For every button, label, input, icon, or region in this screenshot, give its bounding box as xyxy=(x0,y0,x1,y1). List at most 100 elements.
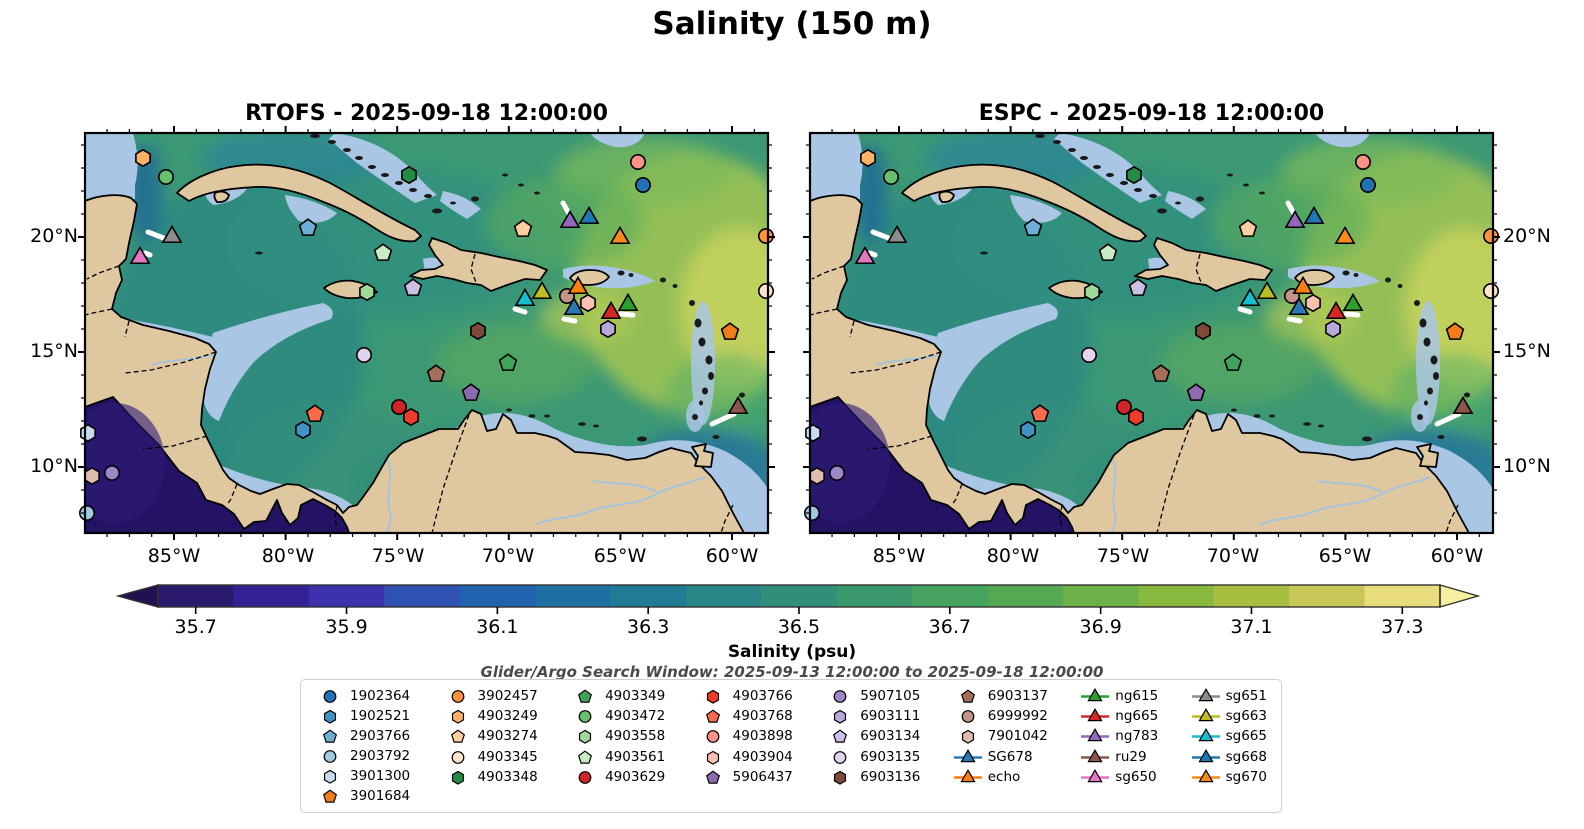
glider-tracks xyxy=(142,200,737,427)
marker-4903349 xyxy=(498,353,518,371)
marker-3901300 xyxy=(80,423,96,443)
colorbar-tick: 36.3 xyxy=(627,616,670,638)
colorbar-tick: 36.7 xyxy=(928,616,971,638)
marker-sg663 xyxy=(1256,280,1278,300)
legend-entry-label: SG678 xyxy=(987,748,1033,765)
legend-entry-label: sg670 xyxy=(1225,768,1267,785)
legend-entry-6903136: 6903136 xyxy=(825,767,920,787)
legend-entry-sg665: sg665 xyxy=(1191,726,1267,746)
map-frame xyxy=(83,131,770,535)
lat-tick-label: 10°N xyxy=(30,455,78,477)
marker-5906437 xyxy=(1186,383,1206,401)
legend-entry-label: 4903558 xyxy=(605,728,666,745)
marker-SG678 xyxy=(563,296,585,316)
marker-4903472 xyxy=(883,168,900,185)
legend-entry-4903904: 4903904 xyxy=(698,747,793,767)
glider-tracks xyxy=(867,200,1462,427)
legend-entry-label: 4903345 xyxy=(477,748,538,765)
legend-entry-4903766: 4903766 xyxy=(698,686,793,706)
legend-entry-label: 4903349 xyxy=(605,688,666,705)
legend-entry-4903249: 4903249 xyxy=(443,706,538,726)
legend-entry-label: 4903768 xyxy=(732,708,793,725)
glider-marker-icon xyxy=(1081,768,1110,783)
legend-entry-3902457: 3902457 xyxy=(443,686,538,706)
legend-entry-label: 2903792 xyxy=(350,748,411,764)
legend-column: 3902457 4903249 4903274 4903345 4903348 xyxy=(443,686,538,806)
legend-entry-label: 5906437 xyxy=(732,768,793,785)
marker-4903472 xyxy=(158,168,175,185)
lon-tick-label: 70°W xyxy=(1206,545,1260,567)
colorbar-tick: 36.5 xyxy=(777,616,821,638)
legend-entry-SG678: SG678 xyxy=(953,747,1048,767)
marker-6903135 xyxy=(1080,347,1097,364)
argo-marker-icon xyxy=(706,689,719,704)
legend-entry-7901042: 7901042 xyxy=(953,726,1048,746)
glider-marker-icon xyxy=(1081,748,1110,762)
search-window-subtitle: Glider/Argo Search Window: 2025-09-13 12… xyxy=(480,663,1104,681)
colorbar-tick: 35.9 xyxy=(325,616,368,638)
legend-entry-4903348: 4903348 xyxy=(443,767,538,787)
legend-entry-ng783: ng783 xyxy=(1080,726,1158,746)
legend-entry-1902521: 1902521 xyxy=(315,706,410,726)
marker-2903766 xyxy=(298,218,318,236)
marker-4903561 xyxy=(373,243,393,261)
marker-4903345 xyxy=(757,283,774,300)
legend-entry-4903345: 4903345 xyxy=(443,747,538,767)
lon-tick-label: 80°W xyxy=(261,545,315,567)
argo-marker-icon xyxy=(450,729,465,744)
map-frame xyxy=(808,131,1495,535)
marker-4903274 xyxy=(1238,219,1258,237)
marker-sg665 xyxy=(514,287,536,307)
legend-entry-sg670: sg670 xyxy=(1191,767,1267,787)
marker-7901042 xyxy=(84,466,100,486)
marker-ng615 xyxy=(1342,292,1364,312)
marker-4903349 xyxy=(1223,353,1243,371)
argo-marker-icon xyxy=(578,770,592,784)
marker-5906437 xyxy=(461,383,481,401)
legend-entry-4903898: 4903898 xyxy=(698,726,793,746)
argo-marker-icon xyxy=(705,770,720,784)
marker-4903904 xyxy=(580,293,596,313)
marker-4903629 xyxy=(1115,398,1132,415)
marker-5907105 xyxy=(828,464,845,481)
marker-sg650 xyxy=(854,245,876,265)
marker-sg663 xyxy=(531,280,553,300)
marker-6903134 xyxy=(1128,278,1148,296)
legend-entry-1902364: 1902364 xyxy=(315,686,410,706)
marker-4903768 xyxy=(305,404,325,422)
lon-tick-label: 85°W xyxy=(147,545,201,567)
figure-title: Salinity (150 m) xyxy=(652,6,932,42)
argo-marker-icon xyxy=(833,729,848,744)
argo-marker-icon xyxy=(451,710,464,725)
marker-2903792 xyxy=(79,504,95,521)
marker-ru29 xyxy=(727,395,749,415)
marker-4903904 xyxy=(1305,293,1321,313)
legend-entry-6999992: 6999992 xyxy=(953,706,1048,726)
legend: 1902364 1902521 2903766 2903792 3901300 39016… xyxy=(300,679,1282,813)
legend-entry-ng615: ng615 xyxy=(1080,686,1158,706)
legend-entry-label: 6999992 xyxy=(987,708,1048,725)
colorbar xyxy=(0,582,1584,652)
colorbar-tick: 36.1 xyxy=(476,616,519,638)
marker-4903274 xyxy=(513,219,533,237)
map-panel-espc xyxy=(808,126,1495,535)
legend-entry-label: 3901300 xyxy=(350,768,411,784)
marker-ng783 xyxy=(1284,209,1306,229)
legend-entry-6903135: 6903135 xyxy=(825,747,920,767)
legend-entry-3901300: 3901300 xyxy=(315,766,410,786)
colorbar-tick: 36.9 xyxy=(1079,616,1122,638)
legend-entry-4903349: 4903349 xyxy=(570,686,665,706)
legend-entry-label: 4903629 xyxy=(605,768,666,785)
marker-4903768 xyxy=(1030,404,1050,422)
marker-3901684 xyxy=(1445,322,1465,340)
glider-marker-icon xyxy=(1191,728,1220,742)
legend-entry-label: ng783 xyxy=(1115,728,1159,745)
marker-sg651 xyxy=(886,224,908,244)
marker-4903558 xyxy=(359,282,375,302)
marker-6903136 xyxy=(1195,321,1211,341)
marker-4903348 xyxy=(1126,165,1142,185)
marker-1902364 xyxy=(1359,176,1376,193)
legend-entry-label: 6903111 xyxy=(860,708,921,725)
legend-entry-4903561: 4903561 xyxy=(570,747,665,767)
